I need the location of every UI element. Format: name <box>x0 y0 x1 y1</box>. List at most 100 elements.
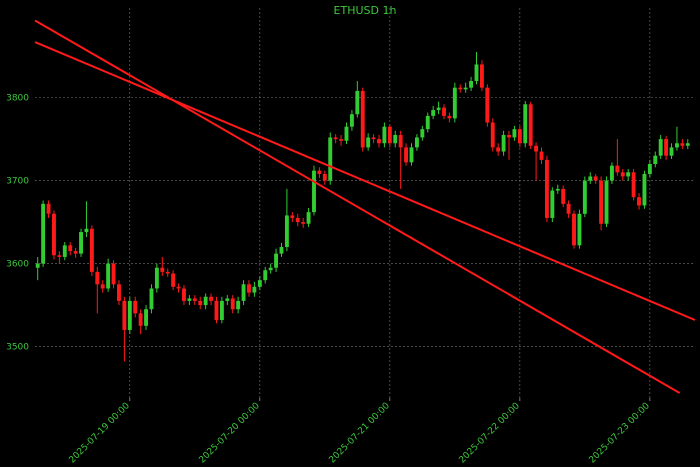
candle-body <box>333 137 338 140</box>
candle-body <box>268 267 273 271</box>
candle-body <box>647 164 652 174</box>
candle-body <box>577 213 582 246</box>
candle-body <box>642 173 647 206</box>
candle-body <box>290 215 295 218</box>
candle-body <box>322 173 327 181</box>
candle-body <box>485 87 490 123</box>
candle-body <box>301 222 306 224</box>
candle-body <box>474 64 479 82</box>
candle-body <box>35 263 40 268</box>
candle-body <box>626 172 631 177</box>
candle-body <box>62 245 67 257</box>
candle-body <box>317 170 322 174</box>
candle-body <box>469 81 474 88</box>
candle-body <box>620 172 625 177</box>
candle-body <box>144 309 149 326</box>
candle-body <box>534 145 539 152</box>
candle-body <box>79 232 83 254</box>
candle-body <box>117 284 121 301</box>
candle-body <box>490 122 495 148</box>
candle-body <box>539 151 544 160</box>
candle-body <box>463 87 468 90</box>
candle-body <box>588 176 593 181</box>
candle-body <box>127 300 132 330</box>
candle-body <box>225 298 230 301</box>
candle-body <box>507 134 511 138</box>
chart-title: ETHUSD 1h <box>334 4 397 17</box>
candle-body <box>615 165 620 173</box>
candle-body <box>73 251 78 254</box>
candle-body <box>593 176 598 181</box>
candle-body <box>252 286 257 293</box>
candle-body <box>84 228 89 233</box>
candle-body <box>41 203 46 264</box>
candle-body <box>501 134 506 152</box>
candle-body <box>209 296 214 301</box>
candle-body <box>219 300 224 320</box>
candle-body <box>631 172 636 198</box>
candle-body <box>420 129 425 138</box>
candle-body <box>431 110 436 116</box>
candle-body <box>517 129 522 144</box>
candle-body <box>609 165 614 181</box>
candle-body <box>230 298 235 310</box>
candle-body <box>544 159 549 218</box>
candle-body <box>328 137 333 181</box>
candle-body <box>550 190 555 218</box>
candle-body <box>582 180 587 214</box>
candle-body <box>572 213 576 246</box>
candle-body <box>447 115 452 119</box>
candle-body <box>387 126 392 144</box>
candle-body <box>149 288 154 310</box>
candle-body <box>68 245 73 252</box>
candle-body <box>236 300 241 310</box>
candle-body <box>404 147 409 163</box>
candle-body <box>263 270 268 281</box>
candle-body <box>366 137 371 148</box>
candle-body <box>279 246 284 254</box>
candle-body <box>284 215 289 247</box>
candle-body <box>160 267 165 272</box>
candle-body <box>182 288 186 301</box>
candle-body <box>154 267 159 289</box>
candle-body <box>111 263 116 285</box>
candle-body <box>187 298 192 301</box>
candle-body <box>46 203 51 214</box>
candle-body <box>393 134 398 144</box>
candle-body <box>171 273 176 287</box>
candle-body <box>52 213 56 256</box>
candle-body <box>637 197 641 206</box>
candle-body <box>566 203 571 214</box>
candle-body <box>599 180 604 224</box>
candle-body <box>89 228 94 272</box>
candle-body <box>203 296 208 306</box>
candle-body <box>241 284 246 301</box>
candle-body <box>555 188 560 191</box>
y-tick-label: 3600 <box>6 260 29 270</box>
candle-body <box>122 300 127 330</box>
candle-body <box>106 263 111 289</box>
candle-body <box>653 155 658 164</box>
candle-body <box>165 271 170 274</box>
candle-body <box>257 280 262 287</box>
candle-body <box>360 90 365 148</box>
candle-body <box>604 180 609 224</box>
candle-body <box>355 90 360 115</box>
candle-body <box>274 253 279 268</box>
candle-body <box>561 188 566 204</box>
y-tick-label: 3700 <box>6 177 29 187</box>
y-tick-label: 3800 <box>6 94 29 104</box>
candle-body <box>100 284 105 289</box>
candle-body <box>414 137 419 148</box>
candle-body <box>95 271 100 285</box>
candle-body <box>312 170 316 213</box>
candle-body <box>658 139 663 156</box>
candle-body <box>247 284 251 293</box>
candle-body <box>382 126 387 144</box>
y-tick-label: 3500 <box>6 343 29 353</box>
candle-body <box>425 115 430 130</box>
candle-body <box>669 147 674 156</box>
candle-body <box>176 286 181 289</box>
